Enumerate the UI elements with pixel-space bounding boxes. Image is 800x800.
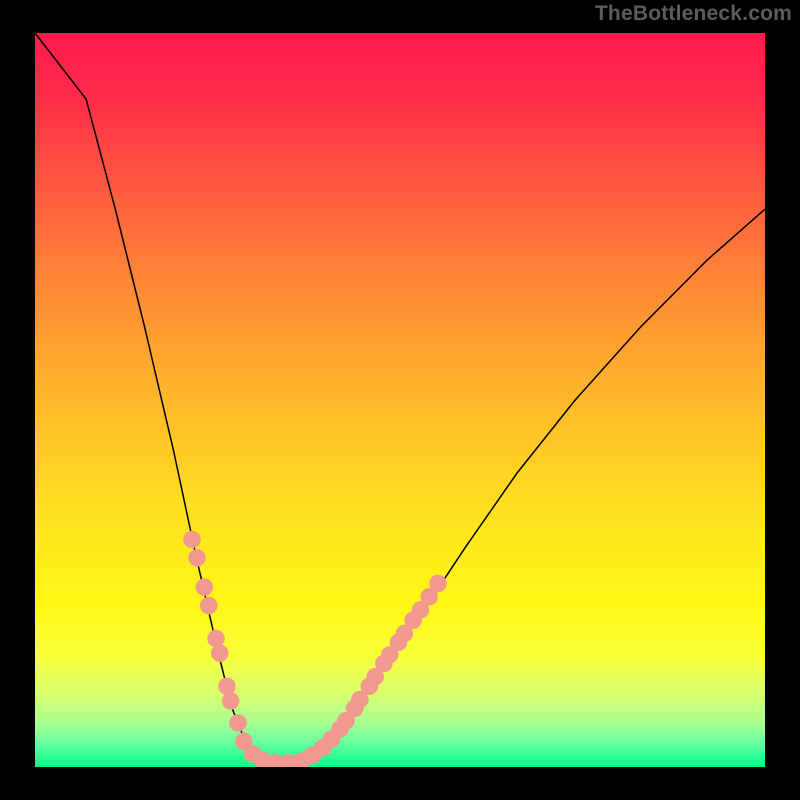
plot-svg	[35, 33, 765, 767]
chart-canvas: TheBottleneck.com	[0, 0, 800, 800]
plot-area	[35, 33, 765, 767]
watermark-text: TheBottleneck.com	[595, 2, 792, 26]
